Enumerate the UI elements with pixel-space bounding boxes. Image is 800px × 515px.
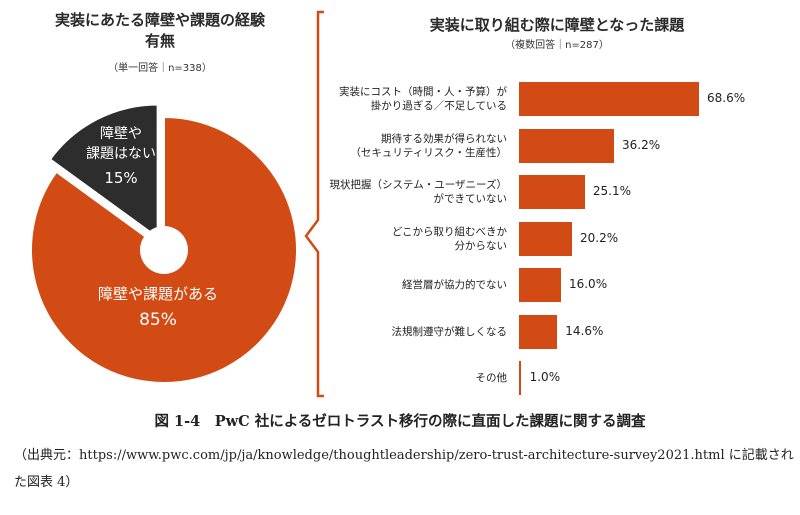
pie-slice-label-no-barrier: 障壁や 課題はない 15% [66,124,176,188]
bar-chart: 実装にコスト（時間・人・予算）が掛かり過ぎる／不足している 68.6% 期待する効果… [312,82,746,395]
bar-category-label-line: （セキュリティリスク・生産性） [350,146,507,159]
pie-slice-value: 15% [104,169,138,187]
bar-category-label-line: 実装にコスト（時間・人・予算）が [339,86,507,98]
bar-value-label: 36.2% [621,137,661,152]
pie-slice-no-barrier [48,103,159,240]
bar [519,175,585,209]
bar-value-label: 14.6% [565,323,604,338]
bar-category-label: どこから取り組むべきか 分からない [312,225,507,253]
bar-category-label: 現状把握（システム・ユーザニーズ） ができていない [312,178,507,206]
bar [519,128,614,163]
donut-chart [30,103,298,384]
bar-category-label-line: 経営層が協力的でない [402,279,507,291]
bar-category-label: 法規制遵守が難しくなる [312,325,508,339]
pie-slice-value: 85% [139,310,177,330]
bar-category-label-line: 法規制遵守が難しくなる [391,325,508,338]
pie-title-line1: 実装にあたる障壁や課題の経験 [54,11,265,29]
source-citation: （出典元：https://www.pwc.com/jp/ja/knowledge… [14,448,794,490]
bar-category-label-line: どこから取り組むべきか [391,225,507,238]
bar-category-label: 実装にコスト（時間・人・予算）が掛かり過ぎる／不足している [312,85,507,113]
pie-slice-label-has-barrier: 障壁や課題がある 85% [78,284,238,330]
bar-category-label: その他 [312,371,508,385]
bar-category-label: 経営層が協力的でない [312,278,507,292]
pie-chart-note: （単一回答｜n=338） [108,63,212,74]
pie-slice-label-line: 課題はない [86,146,156,162]
bar-chart-title: 実装に取り組む際に障壁となった課題 [429,16,685,34]
bar-category-label: 期待する効果が得られない （セキュリティリスク・生産性） [312,132,507,160]
figure-caption: 図 1-4 PwC 社によるゼロトラスト移行の際に直面した課題に関する調査 [154,413,646,430]
pie-chart-title: 実装にあたる障壁や課題の経験 有無 [10,10,310,52]
bar-chart-note: （複数回答｜n=287） [505,40,609,51]
bar-category-label-line: 現状把握（システム・ユーザニーズ） [329,179,507,191]
donut-hole [140,226,188,274]
bar [519,221,572,256]
bar-category-label-line: 期待する効果が得られない [381,132,507,145]
bar-value-label: 1.0% [529,370,561,384]
bar-category-label-line: 分からない [454,239,508,252]
bracket-connector [304,10,324,398]
bar-category-label-line: 掛かり過ぎる／不足している [370,100,507,112]
bar-category-label-line: その他 [475,372,508,384]
pie-title-line2: 有無 [144,32,175,50]
bar-value-label: 68.6% [707,91,746,105]
bar-value-label: 20.2% [580,230,619,245]
pie-slice-label-line: 障壁や課題がある [97,285,218,303]
bar-value-label: 25.1% [592,184,631,198]
bar [519,268,561,302]
bar [519,361,521,395]
bar-category-label-line: ができていない [433,193,508,205]
bar [519,82,699,116]
bar [519,314,558,349]
bar-value-label: 16.0% [568,277,608,291]
pie-slice-label-line: 障壁や [100,126,142,142]
